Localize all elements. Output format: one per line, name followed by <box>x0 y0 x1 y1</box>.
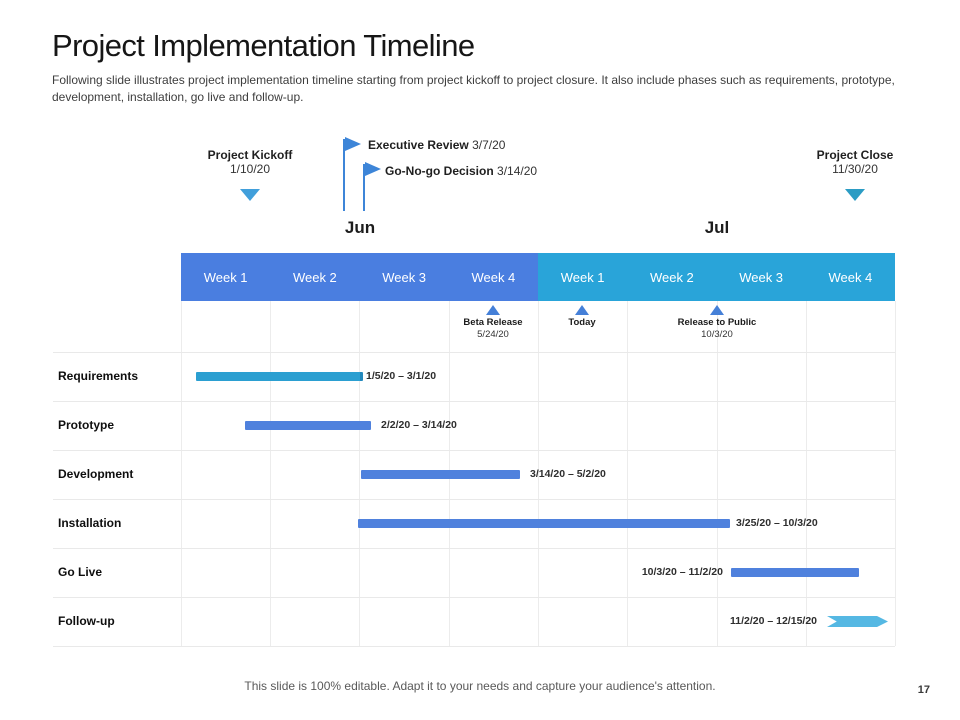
gridline-horizontal <box>53 548 895 549</box>
week-header-cell: Week 1 <box>181 253 271 301</box>
task-row-development: Development 3/14/20 – 5/2/20 <box>0 450 960 499</box>
gridline-horizontal <box>53 352 895 353</box>
slide-subtitle: Following slide illustrates project impl… <box>52 73 895 104</box>
gridline-horizontal <box>53 646 895 647</box>
gridline-vertical <box>181 301 182 646</box>
task-row-prototype: Prototype 2/2/20 – 3/14/20 <box>0 401 960 450</box>
task-row-go-live: Go Live 10/3/20 – 11/2/20 <box>0 548 960 597</box>
marker-release-to-public: Release to Public 10/3/20 <box>647 305 787 341</box>
task-name: Prototype <box>58 418 115 432</box>
task-name: Installation <box>58 516 122 530</box>
marker-beta-release: Beta Release 5/24/20 <box>443 305 543 341</box>
gantt-bar <box>358 519 730 528</box>
go-no-go-flag-icon <box>365 162 381 176</box>
task-row-requirements: Requirements 1/5/20 – 3/1/20 <box>0 352 960 401</box>
task-date-range: 2/2/20 – 3/14/20 <box>381 419 457 431</box>
milestone-project-close: Project Close 11/30/20 <box>795 148 915 176</box>
gantt-bar <box>196 372 363 381</box>
marker-today: Today <box>532 305 632 329</box>
milestone-project-kickoff: Project Kickoff 1/10/20 <box>190 148 310 176</box>
week-header-row: Week 1 Week 2 Week 3 Week 4 Week 1 Week … <box>181 253 895 301</box>
task-date-range: 3/14/20 – 5/2/20 <box>530 468 606 480</box>
week-header-cell: Week 2 <box>627 253 717 301</box>
gridline-vertical <box>717 301 718 646</box>
task-date-range: 10/3/20 – 11/2/20 <box>641 566 723 578</box>
triangle-up-icon <box>575 305 589 315</box>
gantt-bar <box>245 421 371 430</box>
task-row-follow-up: Follow-up 11/2/20 – 12/15/20 <box>0 597 960 646</box>
marker-date: 5/24/20 <box>477 329 509 340</box>
marker-label: Release to Public <box>677 317 757 328</box>
marker-label: Beta Release <box>463 317 523 328</box>
close-marker-icon <box>845 189 865 201</box>
gridline-vertical <box>895 301 896 646</box>
gantt-bar <box>361 470 520 479</box>
marker-date: 10/3/20 <box>701 329 733 340</box>
page-number: 17 <box>917 684 930 696</box>
milestone-label: Go-No-go Decision <box>385 164 494 178</box>
task-row-installation: Installation 3/25/20 – 10/3/20 <box>0 499 960 548</box>
task-name: Go Live <box>58 565 103 579</box>
milestone-label: Project Close <box>816 148 894 162</box>
triangle-up-icon <box>710 305 724 315</box>
milestone-go-no-go: Go-No-go Decision 3/14/20 <box>385 164 537 178</box>
milestone-label: Project Kickoff <box>207 148 293 162</box>
task-date-range: 3/25/20 – 10/3/20 <box>736 517 818 529</box>
gridline-vertical <box>627 301 628 646</box>
go-no-go-flag-pole <box>363 164 365 211</box>
task-date-range: 1/5/20 – 3/1/20 <box>366 370 437 382</box>
triangle-up-icon <box>486 305 500 315</box>
week-header-cell: Week 4 <box>805 253 895 301</box>
gantt-bar <box>731 568 859 577</box>
milestone-label: Executive Review <box>368 138 469 152</box>
milestone-date: 3/7/20 <box>472 138 506 152</box>
gridline-vertical <box>806 301 807 646</box>
week-header-cell: Week 3 <box>716 253 806 301</box>
gantt-bar-arrow <box>827 616 888 627</box>
task-name: Development <box>58 467 134 481</box>
week-header-cell: Week 2 <box>270 253 360 301</box>
week-header-cell: Week 4 <box>448 253 538 301</box>
exec-review-flag-icon <box>345 137 361 151</box>
week-header-cell: Week 3 <box>359 253 449 301</box>
milestone-executive-review: Executive Review 3/7/20 <box>368 138 505 152</box>
gridline-vertical <box>359 301 360 646</box>
month-label-jul: Jul <box>704 218 730 237</box>
task-name: Follow-up <box>58 614 115 628</box>
task-date-range: 11/2/20 – 12/15/20 <box>730 615 817 627</box>
milestone-date: 1/10/20 <box>229 162 271 176</box>
marker-label: Today <box>568 317 596 328</box>
gridline-horizontal <box>53 401 895 402</box>
exec-review-flag-pole <box>343 139 345 211</box>
gridline-vertical <box>270 301 271 646</box>
kickoff-marker-icon <box>240 189 260 201</box>
gridline-vertical <box>538 301 539 646</box>
milestone-date: 3/14/20 <box>497 164 538 178</box>
gridline-horizontal <box>53 499 895 500</box>
month-label-jun: Jun <box>344 218 376 237</box>
footer-note: This slide is 100% editable. Adapt it to… <box>244 679 716 693</box>
task-name: Requirements <box>58 369 139 383</box>
gridline-horizontal <box>53 450 895 451</box>
gridline-horizontal <box>53 597 895 598</box>
week-header-cell: Week 1 <box>538 253 628 301</box>
milestone-date: 11/30/20 <box>832 162 878 176</box>
page-title: Project Implementation Timeline <box>52 28 475 63</box>
